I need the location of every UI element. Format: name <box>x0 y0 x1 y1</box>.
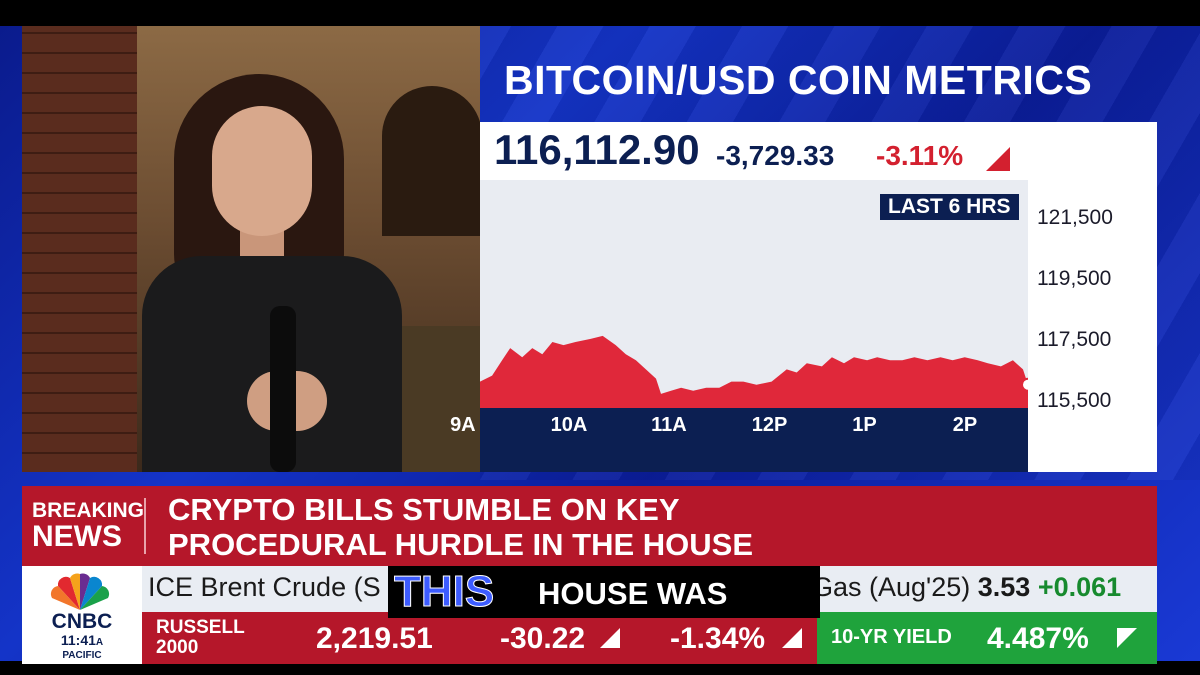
ticker-value: 3.53 <box>977 572 1031 602</box>
network-name: CNBC <box>51 610 113 633</box>
peacock-icon <box>50 573 110 610</box>
down-arrow-icon <box>782 628 802 648</box>
index-value: 2,219.51 <box>316 622 433 655</box>
divider <box>144 498 146 554</box>
ticker-item-left: ICE Brent Crude (S <box>148 572 381 602</box>
breaking-label: BREAKING <box>32 499 145 522</box>
network-logo: CNBC 11:41A PACIFIC <box>22 566 142 664</box>
brick-wall <box>22 26 137 472</box>
index-change: -30.22 <box>500 622 586 655</box>
index-ticker: RUSSELL 2000 2,219.51 -30.22 -1.34% <box>142 612 817 664</box>
breaking-news-label: BREAKING NEWS <box>32 500 144 552</box>
reporter-face <box>212 106 312 236</box>
yield-ticker: 10-YR YIELD 4.487% <box>817 612 1157 664</box>
range-label: LAST 6 HRS <box>880 194 1019 220</box>
y-tick-label: 117,500 <box>1037 328 1112 351</box>
index-name: RUSSELL 2000 <box>156 618 245 658</box>
price-area-chart <box>480 335 1028 408</box>
price-change: -3,729.33 <box>716 140 835 171</box>
yield-name: 10-YR YIELD <box>831 626 952 648</box>
x-tick-label: 10A <box>550 414 588 436</box>
ticker-change: +0.061 <box>1037 572 1122 602</box>
chart-panel: 116,112.90 -3,729.33 -3.11% LAST 6 HRS 9… <box>450 122 1157 472</box>
caption-highlight-word: THIS <box>393 567 495 617</box>
doorway-arch <box>382 86 480 236</box>
ticker-name: Gas (Aug'25) <box>812 572 971 602</box>
x-tick-label: 1P <box>852 414 877 436</box>
reporter-video <box>22 26 480 472</box>
y-tick-label: 119,500 <box>1037 267 1112 290</box>
down-arrow-icon <box>600 628 620 648</box>
price-area-series <box>480 335 1028 408</box>
index-name-line-1: RUSSELL <box>156 617 245 638</box>
x-tick-label: 12P <box>751 414 788 436</box>
last-price-marker <box>1021 377 1028 392</box>
caption-background <box>388 566 820 618</box>
microphone <box>270 306 296 472</box>
x-tick-label: 2P <box>952 414 978 436</box>
yield-value: 4.487% <box>987 622 1089 655</box>
caption-text: HOUSE WAS <box>538 576 728 611</box>
clock-time: 11:41 <box>60 632 96 648</box>
letterbox-top <box>0 0 1200 26</box>
price-change-percent: -3.11% <box>876 140 964 171</box>
letterbox-bottom <box>0 661 1200 675</box>
clock-zone: PACIFIC <box>62 650 102 661</box>
x-axis-band: 9A 10A 11A 12P 1P 2P <box>450 408 1028 472</box>
down-arrow-icon <box>986 147 1010 171</box>
price-value: 116,112.90 <box>494 126 700 173</box>
index-percent: -1.34% <box>670 622 766 655</box>
y-tick-label: 115,500 <box>1037 389 1112 412</box>
up-arrow-icon <box>1117 628 1137 648</box>
headline-line-2: PROCEDURAL HURDLE IN THE HOUSE <box>168 527 754 562</box>
ticker-item-right: Gas (Aug'25) 3.53 +0.061 <box>812 572 1121 603</box>
clock: 11:41A PACIFIC <box>22 632 142 662</box>
x-tick-label: 9A <box>450 414 476 436</box>
x-tick-label: 11A <box>651 414 687 436</box>
index-name-line-2: 2000 <box>156 637 199 658</box>
headline-line-1: CRYPTO BILLS STUMBLE ON KEY <box>168 492 680 527</box>
clock-ampm: A <box>95 637 104 648</box>
y-tick-label: 121,500 <box>1037 206 1113 229</box>
chart-title: BITCOIN/USD COIN METRICS <box>504 57 1093 103</box>
headline: CRYPTO BILLS STUMBLE ON KEY PROCEDURAL H… <box>168 492 753 562</box>
news-label: NEWS <box>32 520 122 553</box>
breaking-news-bar: BREAKING NEWS CRYPTO BILLS STUMBLE ON KE… <box>22 486 1157 566</box>
